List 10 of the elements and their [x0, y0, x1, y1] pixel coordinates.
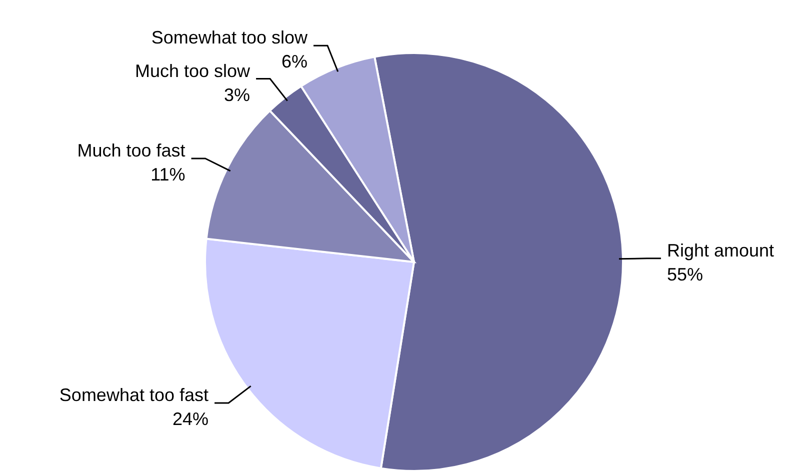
slice-label: Somewhat too slow: [151, 28, 308, 48]
data-label: 11%: [150, 164, 186, 184]
slice-label: Much too slow: [134, 60, 252, 81]
slice-label: Much too fast: [77, 140, 186, 160]
slice-label: Somewhat too fast: [59, 385, 209, 406]
data-label: 6%: [281, 52, 308, 72]
data-label: 3%: [224, 84, 250, 105]
data-label: 55%: [666, 264, 704, 284]
data-label: 24%: [172, 409, 209, 430]
slice-label: Right amount: [666, 240, 774, 260]
